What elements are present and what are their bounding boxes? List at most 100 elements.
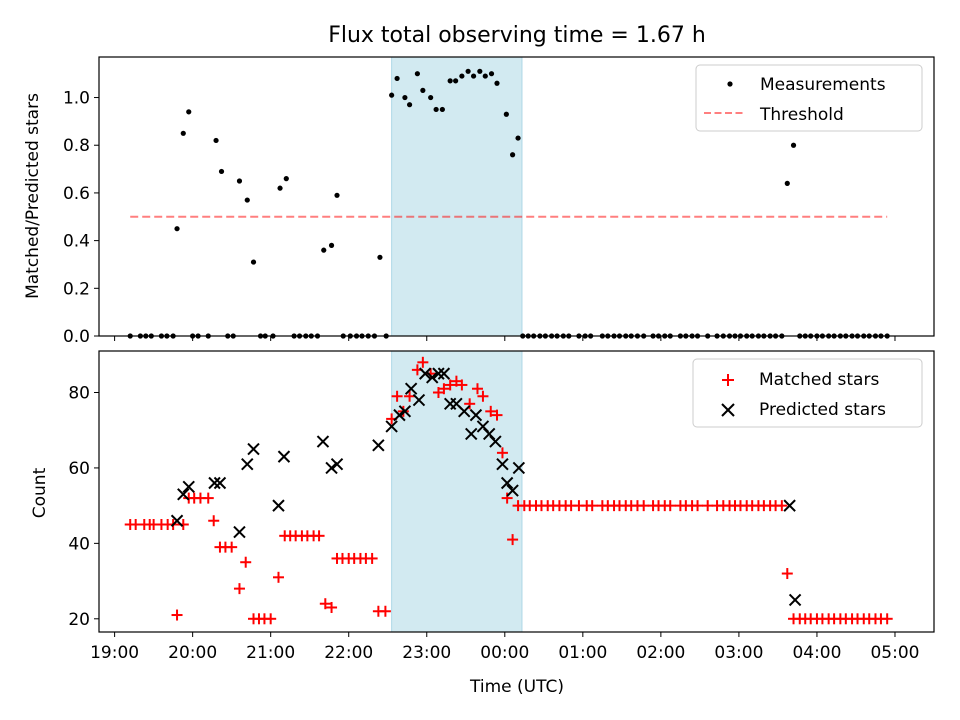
predicted-star-point	[437, 367, 451, 380]
matched-star-point	[404, 390, 416, 402]
measurement-point	[515, 135, 521, 141]
measurement-point	[236, 178, 243, 184]
predicted-star-point	[489, 435, 502, 448]
ratio-panel-ylabel: Matched/Predicted stars	[23, 93, 43, 299]
matched-star-point	[507, 534, 519, 546]
matched-star-point	[366, 552, 378, 564]
ratio-legend: Measurements Threshold	[695, 64, 923, 132]
count-legend-matched-marker	[722, 374, 734, 386]
measurement-point	[414, 71, 420, 77]
predicted-star-point	[316, 435, 330, 448]
count-ytick-label: 40	[68, 534, 90, 554]
matched-star-point	[471, 383, 483, 395]
matched-star-point	[496, 447, 508, 459]
measurement-point	[420, 87, 426, 93]
count-shaded-region	[391, 350, 523, 633]
count-legend-predicted-label: Predicted stars	[759, 400, 886, 420]
ratio-ytick-label: 0.8	[63, 136, 90, 156]
measurement-point	[277, 185, 283, 191]
predicted-star-stroke-b	[272, 499, 285, 512]
count-xtick-label: 02:00	[636, 643, 685, 663]
matched-star-point	[586, 500, 598, 512]
figure-title: Flux total observing time = 1.67 h	[328, 23, 706, 48]
measurement-point	[509, 152, 516, 158]
matched-star-point	[226, 541, 238, 553]
predicted-star-point	[418, 367, 432, 380]
count-panel-frame	[98, 350, 935, 633]
ratio-ytick-label: 0.0	[63, 327, 90, 347]
measurement-point	[428, 94, 434, 101]
predicted-star-stroke-b	[208, 476, 221, 490]
matched-star-point	[233, 583, 245, 595]
measurement-point	[784, 180, 790, 186]
predicted-star-point	[241, 457, 254, 471]
measurement-point	[433, 106, 439, 113]
measurement-point	[494, 80, 500, 86]
ratio-panel-frame	[98, 56, 935, 337]
matched-star-point	[781, 568, 793, 580]
matched-star-point	[391, 390, 403, 402]
predicted-star-point	[458, 405, 471, 418]
measurement-point	[406, 102, 413, 108]
predicted-star-point	[182, 480, 195, 493]
count-panel-ylabel: Count	[30, 467, 50, 518]
predicted-star-stroke-b	[418, 367, 432, 380]
measurement-point	[470, 73, 477, 79]
predicted-star-stroke-b	[177, 488, 190, 501]
measurement-point	[321, 247, 327, 253]
ratio-ytick-label: 1.0	[63, 89, 90, 109]
count-xtick-label: 20:00	[168, 643, 217, 663]
predicted-star-stroke-b	[432, 367, 445, 380]
predicted-star-stroke-b	[412, 393, 426, 407]
predicted-star-stroke-b	[506, 484, 519, 497]
count-xtick-label: 05:00	[870, 643, 919, 663]
count-xtick-label: 19:00	[90, 643, 139, 663]
predicted-star-stroke-b	[469, 408, 483, 422]
predicted-star-point	[788, 593, 802, 607]
measurement-point	[377, 254, 383, 260]
predicted-star-point	[213, 476, 227, 490]
predicted-star-point	[506, 484, 519, 497]
matched-star-point	[438, 383, 450, 395]
matched-star-point	[501, 492, 513, 504]
matched-star-point	[464, 398, 476, 410]
matched-star-point	[444, 379, 456, 391]
count-xtick-label: 22:00	[324, 643, 373, 663]
measurement-point	[482, 73, 488, 79]
predicted-star-point	[783, 499, 796, 512]
count-xtick-label: 03:00	[714, 643, 763, 663]
matched-star-point	[491, 409, 503, 421]
measurement-point	[186, 109, 192, 115]
predicted-star-stroke-b	[458, 405, 471, 418]
predicted-star-stroke-b	[385, 420, 398, 433]
predicted-star-stroke-b	[783, 499, 796, 512]
predicted-star-point	[398, 405, 412, 418]
predicted-star-point	[385, 420, 398, 433]
matched-star-point	[326, 601, 338, 613]
predicted-star-stroke-b	[233, 525, 246, 539]
measurement-point	[180, 130, 186, 136]
matched-star-point	[425, 368, 437, 380]
measurement-point	[389, 92, 395, 98]
predicted-star-stroke-b	[247, 442, 260, 456]
ratio-panel-plot-area: 0.0 0.2 0.4 0.6 0.8 1.0	[63, 56, 935, 347]
ratio-panel: Matched/Predicted stars 0.0 0.2 0.4 0.6 0.8 1…	[23, 56, 935, 347]
count-xtick-label: 21:00	[246, 643, 295, 663]
measurement-point	[790, 142, 797, 148]
count-panel: Count 20 40 60 80 19:00 20:00 21:00 22:00 23:00 0…	[30, 350, 935, 663]
predicted-star-point	[404, 382, 418, 395]
matched-star-point	[664, 500, 676, 512]
measurement-point	[439, 106, 445, 113]
matched-star-point	[313, 530, 325, 542]
predicted-star-stroke-b	[404, 382, 418, 395]
predicted-star-point	[500, 476, 514, 490]
predicted-star-stroke-b	[489, 435, 502, 448]
measurement-point	[453, 78, 459, 84]
predicted-star-point	[372, 439, 385, 452]
ratio-shaded-region	[391, 56, 523, 337]
predicted-star-point	[330, 457, 344, 471]
predicted-star-point	[177, 488, 190, 501]
predicted-star-stroke-b	[500, 476, 514, 490]
measurement-point	[503, 111, 509, 117]
predicted-star-stroke-b	[182, 480, 195, 493]
